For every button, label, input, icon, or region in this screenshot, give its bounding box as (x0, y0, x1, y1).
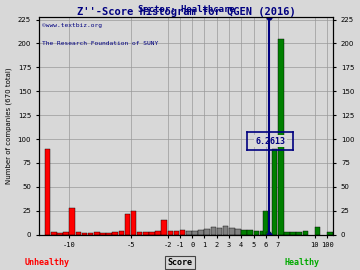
Bar (253, 231, 259, 235)
Text: Unhealthy: Unhealthy (24, 258, 69, 267)
Bar (156, 231, 161, 235)
Bar (229, 228, 234, 235)
Bar (57, 233, 63, 235)
Bar (204, 229, 210, 235)
Bar (211, 227, 216, 235)
Bar (106, 233, 112, 235)
Bar (100, 233, 105, 235)
Bar (112, 232, 118, 235)
Bar (168, 231, 173, 235)
Bar (247, 230, 253, 235)
Bar (94, 232, 99, 235)
Bar (284, 232, 290, 235)
Text: Sector: Healthcare: Sector: Healthcare (138, 5, 234, 15)
Bar (137, 232, 143, 235)
Bar (88, 233, 93, 235)
Bar (180, 230, 185, 235)
Bar (278, 39, 284, 235)
Bar (149, 232, 155, 235)
Bar (266, 232, 271, 235)
Text: 6.2613: 6.2613 (255, 137, 285, 146)
Bar (125, 214, 130, 235)
Bar (315, 227, 320, 235)
Bar (131, 211, 136, 235)
Bar (51, 232, 57, 235)
Y-axis label: Number of companies (670 total): Number of companies (670 total) (5, 67, 12, 184)
Bar (327, 232, 333, 235)
Bar (45, 148, 50, 235)
Bar (291, 232, 296, 235)
Bar (223, 226, 228, 235)
Bar (63, 232, 69, 235)
Bar (272, 148, 278, 235)
Bar (76, 232, 81, 235)
Bar (186, 231, 192, 235)
Bar (198, 230, 204, 235)
Text: The Research Foundation of SUNY: The Research Foundation of SUNY (42, 40, 158, 46)
Bar (162, 220, 167, 235)
Title: Z''-Score Histogram for QGEN (2016): Z''-Score Histogram for QGEN (2016) (77, 6, 296, 17)
Bar (241, 230, 247, 235)
Bar (69, 208, 75, 235)
Bar (118, 231, 124, 235)
Bar (260, 231, 265, 235)
Bar (303, 231, 308, 235)
Text: Healthy: Healthy (285, 258, 320, 267)
Bar (217, 228, 222, 235)
Bar (297, 232, 302, 235)
Text: Score: Score (167, 258, 193, 267)
Bar (174, 231, 179, 235)
Bar (82, 233, 87, 235)
Bar (235, 229, 240, 235)
Bar (143, 232, 149, 235)
Bar (263, 211, 268, 235)
Text: ©www.textbiz.org: ©www.textbiz.org (42, 23, 102, 28)
Bar (192, 231, 198, 235)
